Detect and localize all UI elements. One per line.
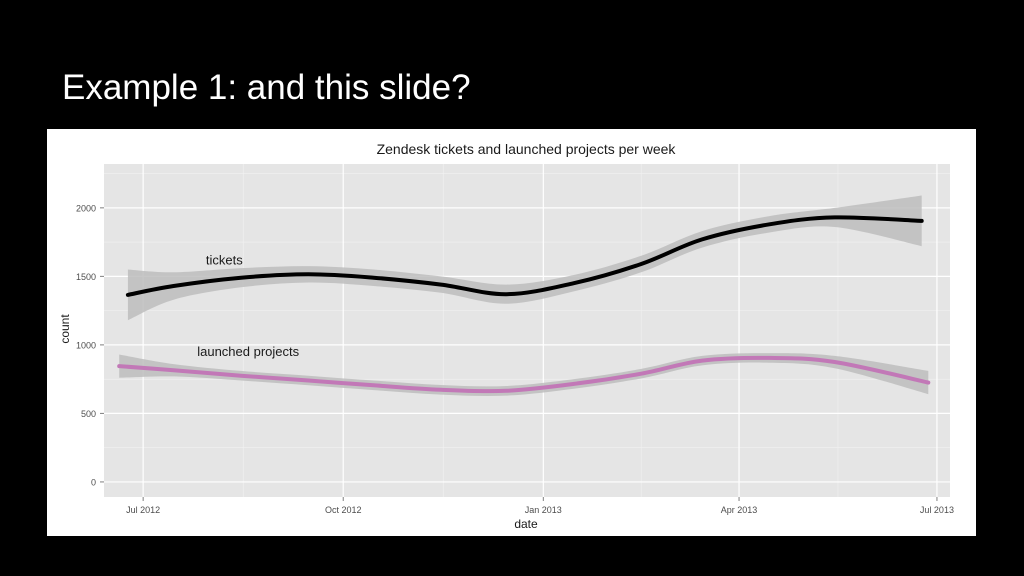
y-tick-label: 2000 [76,203,96,213]
y-tick-label: 500 [81,409,96,419]
chart-svg: Zendesk tickets and launched projects pe… [58,141,954,531]
x-tick-label: Jul 2012 [126,505,160,515]
x-axis-label: date [514,517,538,531]
chart-card: Zendesk tickets and launched projects pe… [47,129,976,536]
series-labels: tickets launched projects [197,252,299,359]
y-tick-label: 1000 [76,340,96,350]
confidence-bands [119,195,929,396]
slide-title: Example 1: and this slide? [62,68,471,107]
confidence-band-tickets [127,195,922,321]
chart-title: Zendesk tickets and launched projects pe… [377,141,677,157]
x-tick-label: Jan 2013 [525,505,562,515]
y-tick-label: 1500 [76,272,96,282]
series-label-tickets: tickets [206,252,243,267]
series-line-launched-projects [117,355,931,394]
grid-major [104,164,950,497]
confidence-band-launched-projects [119,353,929,396]
y-axis: 0 500 1000 1500 2000 [76,203,104,487]
series-lines [117,215,931,394]
y-axis-label: count [58,314,72,344]
series-label-launched-projects: launched projects [197,344,299,359]
x-axis: Jul 2012 Oct 2012 Jan 2013 Apr 2013 Jul 2013 [126,497,954,515]
x-tick-label: Oct 2012 [325,505,362,515]
x-tick-label: Jul 2013 [920,505,954,515]
y-tick-label: 0 [91,477,96,487]
x-tick-label: Apr 2013 [721,505,758,515]
series-line-tickets [125,215,924,297]
